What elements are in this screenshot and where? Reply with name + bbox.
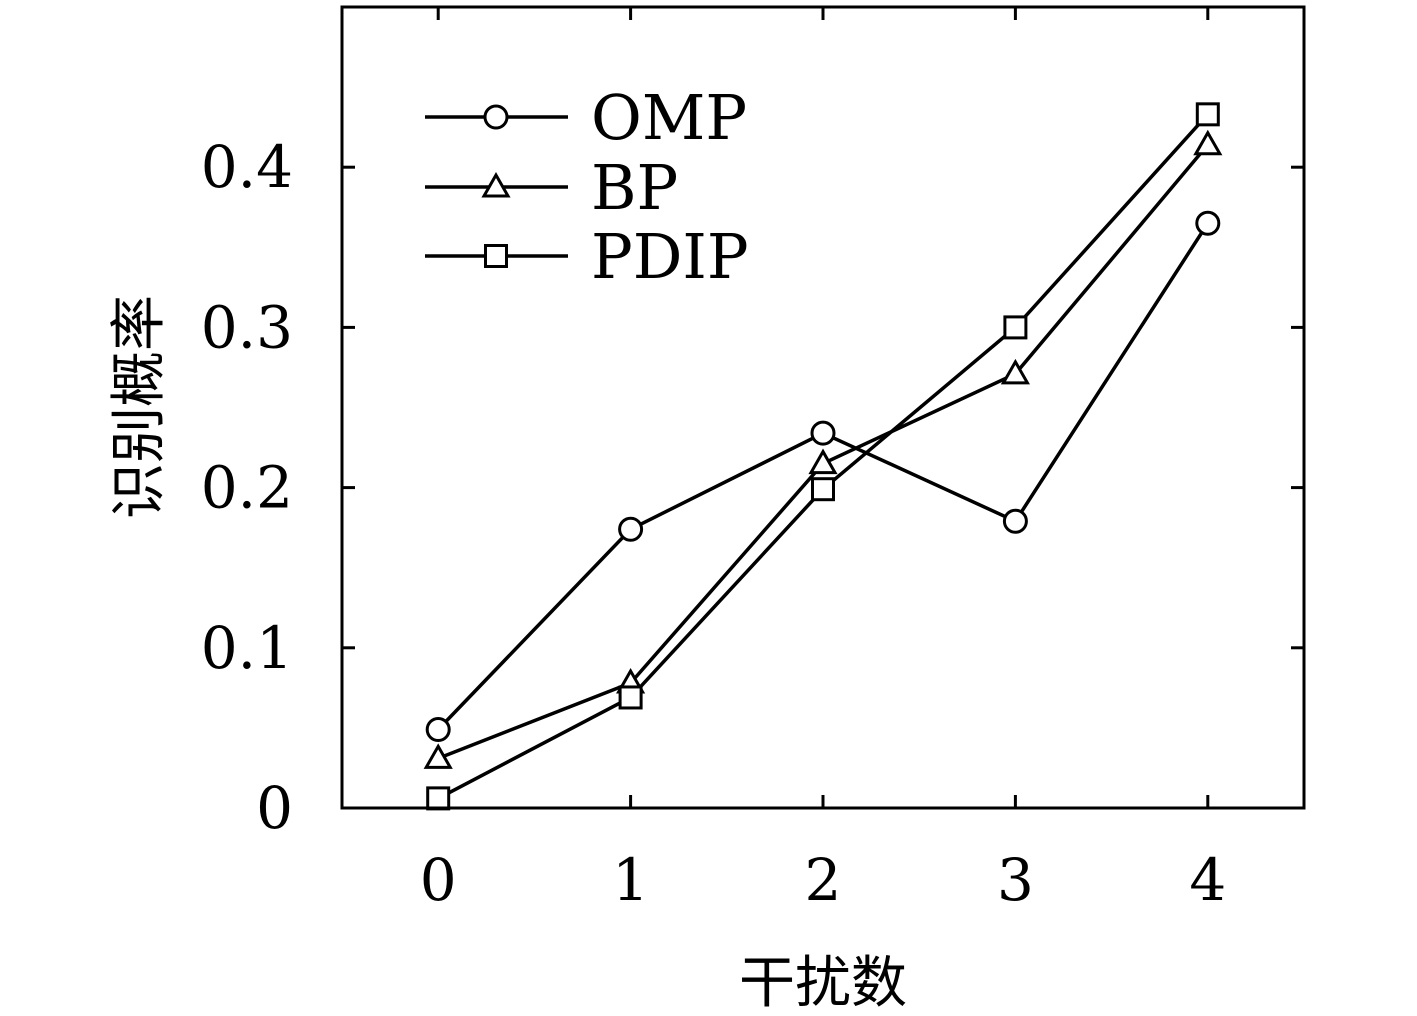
circle-point — [618, 516, 644, 542]
legend-square-icon — [484, 244, 508, 268]
x-tick-label: 3 — [997, 846, 1034, 914]
series-layer — [423, 102, 1223, 811]
square-point — [618, 685, 643, 710]
x-axis-label: 干扰数 — [739, 951, 907, 1016]
axis-ticks — [342, 7, 1304, 810]
square-point — [1195, 102, 1220, 127]
x-tick-label: 2 — [805, 846, 842, 914]
square-point — [811, 477, 835, 502]
y-axis-label: 识别概率 — [107, 295, 172, 519]
y-tick-label: 0.2 — [201, 454, 293, 522]
plot-frame — [340, 5, 1306, 810]
square-point — [1003, 315, 1028, 340]
y-tick-label: 0 — [256, 774, 293, 842]
legend-triangle-icon — [481, 171, 511, 198]
triangle-point — [808, 448, 838, 475]
circle-point — [810, 420, 836, 446]
y-tick-label: 0.4 — [201, 133, 293, 201]
circle-point — [1002, 508, 1028, 534]
y-tick-label: 0.1 — [201, 614, 293, 682]
triangle-point — [1193, 129, 1223, 156]
x-tick-label: 4 — [1189, 846, 1226, 914]
legend-label: OMP — [591, 81, 747, 154]
series-omp — [425, 210, 1221, 743]
legend-label: PDIP — [591, 220, 749, 293]
tick-labels: 0 1 2 3 4 0 0.1 0.2 0.3 0.4 — [201, 133, 1227, 914]
circle-point — [1195, 210, 1221, 236]
x-tick-label: 0 — [420, 846, 457, 914]
circle-point — [425, 717, 451, 743]
series-line-omp — [436, 222, 1210, 731]
square-point — [426, 786, 451, 811]
legend-label: BP — [591, 151, 678, 224]
y-tick-label: 0.3 — [201, 293, 293, 361]
triangle-point — [423, 743, 453, 769]
x-tick-label: 1 — [612, 846, 649, 914]
triangle-point — [1000, 358, 1030, 385]
series-pdip — [426, 102, 1220, 811]
legend-circle-icon — [483, 104, 509, 130]
series-bp — [423, 129, 1223, 769]
